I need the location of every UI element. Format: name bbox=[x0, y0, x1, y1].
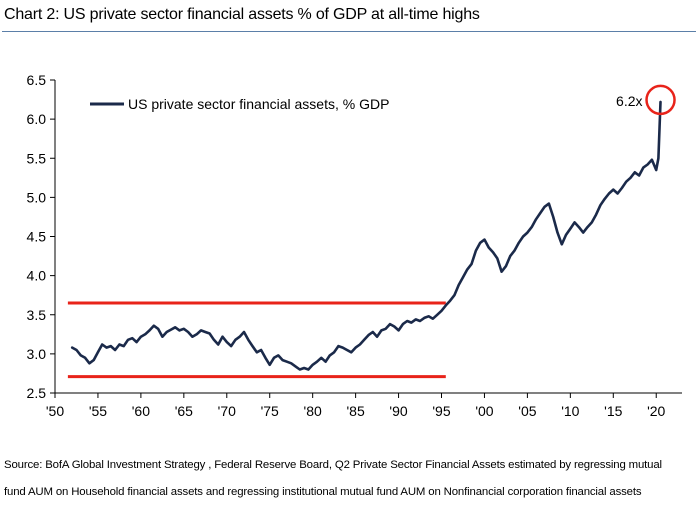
y-tick-label: 3.5 bbox=[27, 307, 47, 323]
chart-title: Chart 2: US private sector financial ass… bbox=[4, 6, 480, 23]
y-tick-label: 2.5 bbox=[27, 385, 47, 401]
x-tick-label: '80 bbox=[304, 403, 322, 419]
source-note: Source: BofA Global Investment Strategy … bbox=[4, 452, 696, 506]
legend-label: US private sector financial assets, % GD… bbox=[128, 96, 389, 112]
reference-lines bbox=[67, 301, 446, 379]
x-tick-label: '20 bbox=[647, 403, 665, 419]
x-tick-label: '05 bbox=[518, 403, 536, 419]
annotation-label: 6.2x bbox=[616, 93, 642, 109]
title-divider bbox=[2, 31, 696, 32]
line-chart: 2.5 3.0 3.5 4.0 4.5 5.0 5.5 6.0 6.5 '50 '55 '60 '65 '… bbox=[27, 72, 682, 419]
x-tick-label: '15 bbox=[604, 403, 622, 419]
x-tick-label: '75 bbox=[261, 403, 279, 419]
x-tick-label: '70 bbox=[218, 403, 236, 419]
chart-axes: 2.5 3.0 3.5 4.0 4.5 5.0 5.5 6.0 6.5 '50 '55 '60 '65 '… bbox=[27, 72, 682, 419]
y-tick-label: 6.5 bbox=[27, 72, 47, 88]
y-tick-label: 6.0 bbox=[27, 111, 47, 127]
x-tick-label: '85 bbox=[346, 403, 364, 419]
chart-legend: US private sector financial assets, % GD… bbox=[90, 96, 389, 112]
annotation-circle bbox=[645, 84, 676, 116]
source-line-1: Source: BofA Global Investment Strategy … bbox=[4, 459, 662, 471]
y-tick-label: 4.0 bbox=[27, 268, 47, 284]
x-tick-label: '60 bbox=[132, 403, 150, 419]
x-tick-label: '10 bbox=[561, 403, 579, 419]
x-tick-label: '50 bbox=[46, 403, 64, 419]
series-lines bbox=[70, 100, 662, 371]
x-tick-label: '95 bbox=[432, 403, 450, 419]
series-line bbox=[70, 100, 662, 371]
y-tick-label: 3.0 bbox=[27, 346, 47, 362]
chart-annotations: 6.2x bbox=[616, 84, 676, 116]
y-tick-label: 4.5 bbox=[27, 229, 47, 245]
y-tick-label: 5.5 bbox=[27, 150, 47, 166]
x-tick-label: '90 bbox=[389, 403, 407, 419]
x-tick-label: '00 bbox=[475, 403, 493, 419]
source-line-2: fund AUM on Household financial assets a… bbox=[4, 486, 642, 498]
x-tick-label: '55 bbox=[89, 403, 107, 419]
y-tick-label: 5.0 bbox=[27, 189, 47, 205]
x-tick-label: '65 bbox=[175, 403, 193, 419]
